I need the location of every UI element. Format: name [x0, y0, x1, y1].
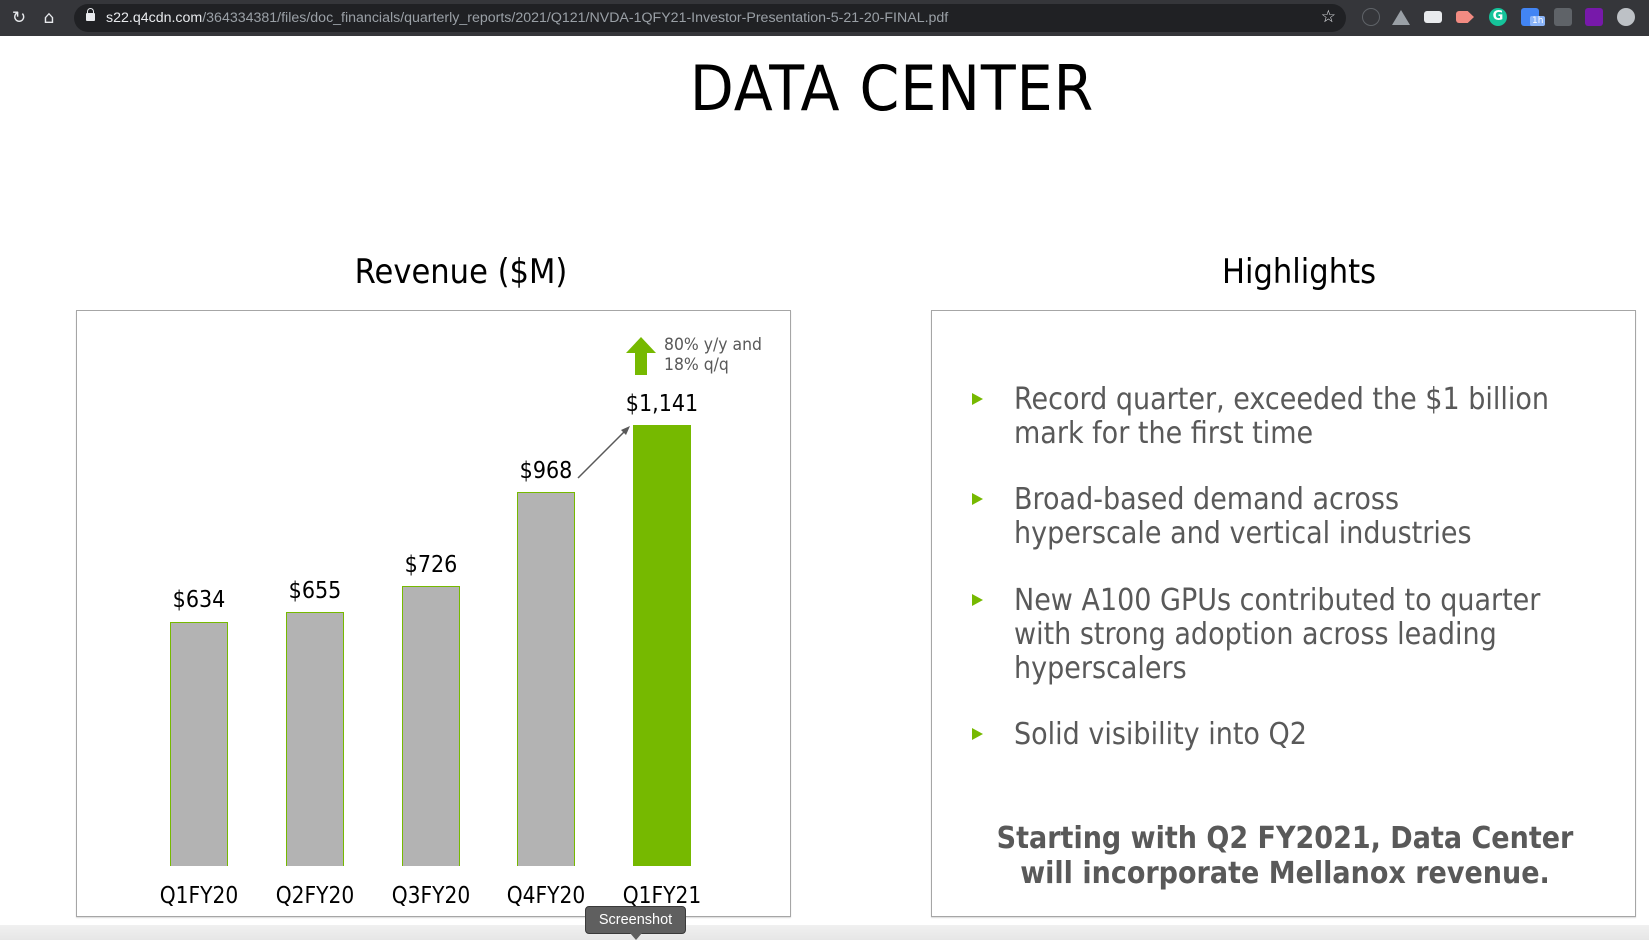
revenue-title: Revenue ($M): [354, 252, 568, 292]
mellanox-note: Starting with Q2 FY2021, Data Center wil…: [996, 821, 1574, 891]
annotation-line-2: 18% q/q: [664, 355, 729, 375]
bullet-triangle-icon: [972, 393, 983, 405]
x-axis-label: Q4FY20: [506, 883, 586, 909]
highlight-text: New A100 GPUs contributed to quarter wit…: [1014, 583, 1541, 686]
lightbulb-extension-icon[interactable]: [1554, 8, 1572, 26]
bullet-triangle-icon: [972, 493, 983, 505]
bar-q2fy20: [286, 612, 344, 866]
lock-icon[interactable]: [86, 8, 95, 21]
bar-value-label: $726: [404, 552, 458, 578]
bookmark-star-icon[interactable]: ☆: [1320, 7, 1336, 27]
highlights-box: Record quarter, exceeded the $1 billion …: [931, 310, 1636, 917]
highlight-text: Broad-based demand across hyperscale and…: [1014, 482, 1472, 551]
grammarly-extension-icon[interactable]: G: [1489, 8, 1507, 26]
ticket-extension-icon[interactable]: [1424, 11, 1442, 23]
bar-value-label: $968: [519, 458, 573, 484]
bar-q3fy20: [402, 586, 460, 866]
x-axis-label: Q3FY20: [391, 883, 471, 909]
x-axis-label: Q1FY21: [622, 883, 702, 909]
info-extension-icon[interactable]: [1362, 8, 1380, 26]
bar-q1fy20: [170, 622, 228, 866]
reload-icon[interactable]: ↻: [11, 8, 27, 28]
circle-extension-icon[interactable]: [1617, 8, 1635, 26]
address-bar[interactable]: s22.q4cdn.com/364334381/files/doc_financ…: [74, 4, 1346, 32]
highlight-text: Solid visibility into Q2: [1014, 717, 1307, 752]
bar-q4fy20: [517, 492, 575, 866]
annotation-line-1: 80% y/y and: [664, 335, 762, 355]
url-text[interactable]: s22.q4cdn.com/364334381/files/doc_financ…: [106, 10, 949, 26]
red-arrow-extension-icon[interactable]: [1456, 11, 1474, 23]
bar-value-label: $1,141: [625, 391, 699, 417]
x-axis-label: Q1FY20: [159, 883, 239, 909]
google-drive-extension-icon[interactable]: [1392, 10, 1410, 25]
slide-title: DATA CENTER: [689, 52, 1095, 125]
bar-value-label: $655: [288, 578, 342, 604]
x-axis-label: Q2FY20: [275, 883, 355, 909]
growth-annotation: 80% y/y and 18% q/q: [664, 335, 762, 375]
up-arrow-icon: [626, 337, 656, 375]
onenote-extension-icon[interactable]: [1585, 8, 1603, 26]
bar-q1fy21: [633, 425, 691, 866]
highlight-text: Record quarter, exceeded the $1 billion …: [1014, 382, 1550, 451]
growth-arrow-icon: [577, 426, 630, 479]
calendar-extension-icon[interactable]: 1h: [1521, 8, 1546, 26]
bullet-triangle-icon: [972, 728, 983, 740]
browser-toolbar: ↻ ⌂ s22.q4cdn.com/364334381/files/doc_fi…: [0, 0, 1649, 36]
screenshot-tooltip: Screenshot: [585, 906, 686, 940]
calendar-badge: 1h: [1530, 16, 1546, 26]
bar-value-label: $634: [172, 587, 226, 613]
viewer-bottom-strip: [0, 925, 1649, 940]
revenue-chart: $634 $655 $726 $968 $1,141 80% y/y and 1…: [76, 310, 791, 917]
highlights-title: Highlights: [1221, 252, 1377, 292]
bullet-triangle-icon: [972, 594, 983, 606]
home-icon[interactable]: ⌂: [43, 8, 55, 28]
